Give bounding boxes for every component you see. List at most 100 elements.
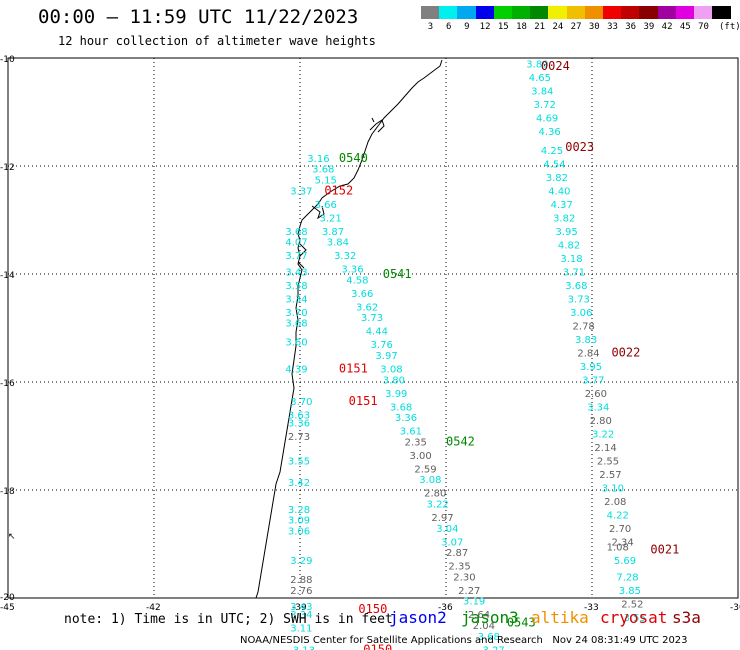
pass-time-label: 0543	[507, 615, 536, 629]
wave-height-value: 3.84	[327, 238, 349, 249]
wave-height-value: 2.27	[458, 586, 480, 597]
wave-height-value: 3.06	[570, 308, 592, 319]
y-tick-label: -14	[0, 271, 15, 281]
wave-height-value: 3.62	[356, 302, 378, 313]
wave-height-value: 2.60	[585, 389, 607, 400]
wave-height-value: 4.07	[285, 238, 307, 249]
wave-height-value: 2.14	[594, 443, 616, 454]
wave-height-value: 5.15	[315, 176, 337, 187]
wave-height-value: 3.08	[419, 475, 441, 486]
x-tick-label: -39	[292, 603, 307, 613]
colorbar-label: 70	[698, 22, 709, 32]
wave-height-value: 3.66	[315, 200, 337, 211]
wave-height-value: 3.11	[290, 624, 312, 635]
footer-note: note: 1) Time is in UTC; 2) SWH is in fe…	[64, 612, 393, 627]
wave-height-value: 3.99	[385, 389, 407, 400]
wave-height-value: 3.10	[602, 483, 624, 494]
colorbar-swatch	[621, 6, 641, 19]
satellite-name-cryosat: cryosat	[600, 608, 668, 627]
wave-height-value: 3.82	[553, 213, 575, 224]
colorbar-swatch	[512, 6, 531, 19]
wave-height-value: 2.80	[590, 416, 612, 427]
wave-height-value: 3.34	[290, 610, 312, 621]
y-tick-label: -12	[0, 163, 15, 173]
wave-height-value: 3.09	[288, 516, 310, 527]
colorbar-label: 6	[445, 22, 452, 32]
pass-time-label: 0151	[339, 362, 368, 376]
wave-height-value: 2.87	[446, 548, 468, 559]
wave-height-value: 3.55	[624, 613, 646, 624]
wave-height-value: 4.25	[541, 146, 563, 157]
wave-height-value: 4.65	[529, 73, 551, 84]
colorbar-label: 12	[479, 22, 491, 32]
wave-height-value: 3.89	[526, 59, 548, 70]
colorbar-label: 42	[661, 22, 673, 32]
wave-height-value: 2.70	[609, 524, 631, 535]
wave-height-value: 3.61	[400, 427, 422, 438]
colorbar-swatch	[694, 6, 713, 19]
wave-height-value: 3.37	[290, 186, 312, 197]
wave-height-value: 2.57	[599, 470, 621, 481]
pass-time-label: 0151	[349, 394, 378, 408]
wave-height-value: 3.68	[285, 227, 307, 238]
colorbar-swatch	[493, 6, 513, 19]
colorbar-label: 21	[534, 22, 546, 32]
wave-height-value: 3.73	[568, 294, 590, 305]
wave-height-value: 4.44	[366, 327, 388, 338]
wave-height-value: 2.76	[290, 586, 312, 597]
wave-height-value: 2.80	[424, 489, 446, 500]
wave-height-value: 2.34	[611, 537, 633, 548]
wave-height-value: 3.06	[288, 527, 310, 538]
wave-height-value: 4.39	[285, 365, 307, 376]
x-tick-label: -33	[584, 603, 599, 613]
satellite-name-s3a: s3a	[672, 608, 701, 627]
pass-time-label: 0542	[446, 434, 475, 448]
wave-height-value: 3.04	[436, 524, 458, 535]
colorbar-units: (ft)	[719, 22, 740, 32]
wave-height-value: 3.36	[395, 413, 417, 424]
pass-time-label: 0540	[339, 151, 368, 165]
y-tick-label: -18	[0, 487, 15, 497]
marker-left: ↖	[8, 532, 16, 542]
wave-height-value: 2.73	[288, 432, 310, 443]
wave-height-value: 3.34	[587, 402, 609, 413]
colorbar-swatch	[675, 6, 695, 19]
colorbar-label: 9	[464, 22, 470, 32]
wave-height-value: 3.95	[580, 362, 602, 373]
wave-height-value: 3.21	[319, 213, 341, 224]
wave-height-value: 2.04	[473, 621, 495, 632]
colorbar-label: 27	[570, 22, 582, 32]
pass-time-label: 0023	[565, 140, 594, 154]
colorbar-label: 39	[643, 22, 655, 32]
wave-height-value: 3.00	[410, 451, 432, 462]
map-title: 00:00 – 11:59 UTC 11/22/2023	[38, 6, 359, 28]
colorbar-label: 15	[497, 22, 509, 32]
colorbar-label: 45	[679, 22, 691, 32]
wave-height-value: 4.82	[558, 240, 580, 251]
wave-height-value: 3.36	[341, 265, 363, 276]
coastline-inlet	[297, 117, 385, 269]
pass-time-label: 0024	[541, 59, 570, 73]
pass-labels: 0024 0023 0022 0021 0540 0541 0542 0543 0152 0151…	[324, 59, 679, 650]
wave-height-value: 2.97	[431, 513, 453, 524]
x-tick-label: -42	[146, 603, 161, 613]
map-gridlines	[8, 58, 738, 598]
map-subtitle: 12 hour collection of altimeter wave hei…	[58, 34, 376, 48]
colorbar-label: 30	[588, 22, 600, 32]
wave-height-value: 3.68	[478, 632, 500, 643]
colorbar-swatch	[439, 6, 459, 19]
x-tick-label: -30	[730, 603, 740, 613]
satellite-name-altika: altika	[531, 608, 589, 627]
wave-height-value: 3.85	[619, 586, 641, 597]
wave-height-value: 4.69	[536, 113, 558, 124]
wave-height-value: 3.43	[290, 602, 312, 613]
map-frame	[7, 57, 739, 599]
wave-height-value: 3.34	[285, 294, 307, 305]
wave-height-value: 3.95	[556, 227, 578, 238]
wave-height-value: 3.68	[390, 402, 412, 413]
pass-time-label: 0152	[324, 183, 353, 197]
wave-height-value: 2.59	[414, 464, 436, 475]
wave-height-value: 3.28	[288, 505, 310, 516]
wave-height-value: 3.58	[285, 281, 307, 292]
